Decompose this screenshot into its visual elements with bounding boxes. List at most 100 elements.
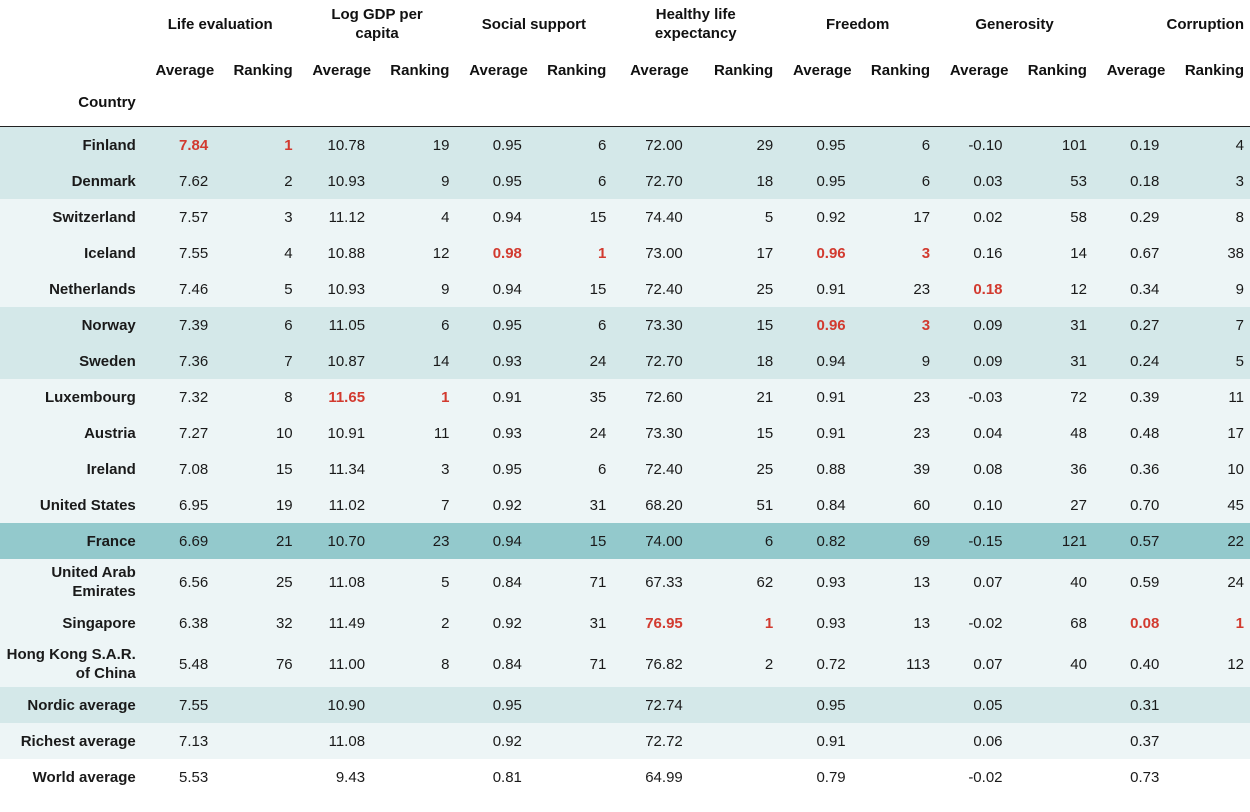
average-cell: 0.81 bbox=[492, 768, 522, 786]
ranking-cell: 58 bbox=[1070, 208, 1087, 226]
table-row: Norway 7.39 6 11.05 6 0.95 6 73.30 15 0.96 3 0.09 31… bbox=[0, 307, 1250, 343]
average-cell: 0.94 bbox=[492, 280, 522, 298]
average-cell: 0.18 bbox=[1130, 172, 1160, 190]
table-row: Denmark 7.62 2 10.93 9 0.95 6 72.70 18 0.95 6 0.03 5… bbox=[0, 163, 1250, 199]
ranking-cell: 4 bbox=[1235, 136, 1244, 154]
happiness-comparison-table: Life evaluation Log GDP per capita Socia… bbox=[0, 0, 1250, 795]
average-cell: 11.12 bbox=[328, 208, 366, 226]
sub-header-ranking: Ranking bbox=[233, 61, 293, 79]
ranking-cell bbox=[377, 759, 455, 795]
average-cell: 0.09 bbox=[973, 352, 1003, 370]
ranking-cell: 25 bbox=[275, 573, 293, 591]
average-cell: 0.91 bbox=[492, 388, 522, 406]
ranking-cell: 8 bbox=[441, 655, 450, 673]
average-cell: 0.91 bbox=[816, 388, 846, 406]
country-name-line: of China bbox=[75, 665, 136, 682]
average-cell: 0.39 bbox=[1130, 388, 1160, 406]
country-name-cell: Denmark bbox=[71, 172, 136, 190]
average-cell: 0.79 bbox=[816, 768, 846, 786]
ranking-cell: 27 bbox=[1070, 496, 1087, 514]
group-header-corruption: Corruption bbox=[1166, 15, 1244, 33]
group-header-healthy-life: Healthy life expectancy bbox=[612, 0, 779, 48]
average-cell: 10.87 bbox=[327, 352, 366, 370]
ranking-cell bbox=[1171, 759, 1250, 795]
average-cell: 11.00 bbox=[328, 655, 366, 673]
group-header-freedom: Freedom bbox=[825, 15, 890, 33]
ranking-cell: 101 bbox=[1061, 136, 1087, 154]
ranking-cell: 8 bbox=[1235, 208, 1244, 226]
average-cell: 76.82 bbox=[645, 655, 683, 673]
ranking-cell: 1 bbox=[284, 136, 293, 154]
table-row: Richest average 7.13 11.08 0.92 72.72 0.91 0.0… bbox=[0, 723, 1250, 759]
average-cell: 72.00 bbox=[645, 136, 683, 154]
ranking-cell bbox=[534, 687, 612, 723]
country-name-cell: Norway bbox=[81, 316, 136, 334]
average-cell: 7.55 bbox=[179, 244, 209, 262]
ranking-cell bbox=[377, 687, 455, 723]
ranking-cell: 3 bbox=[921, 316, 931, 334]
ranking-cell: 24 bbox=[589, 424, 607, 442]
ranking-cell: 6 bbox=[597, 460, 607, 478]
sub-header-ranking: Ranking bbox=[714, 61, 774, 79]
average-cell: 0.10 bbox=[973, 496, 1003, 514]
average-cell: 11.65 bbox=[328, 388, 366, 406]
country-name-cell: France bbox=[86, 532, 136, 550]
group-header-log-gdp: Log GDP per capita bbox=[299, 0, 456, 48]
average-cell: 7.36 bbox=[179, 352, 209, 370]
average-cell: 0.91 bbox=[816, 424, 846, 442]
average-cell: 0.96 bbox=[816, 244, 846, 262]
table-row: Switzerland 7.57 3 11.12 4 0.94 15 74.40 5 0.92 17… bbox=[0, 199, 1250, 235]
ranking-cell: 32 bbox=[275, 614, 293, 632]
ranking-cell: 18 bbox=[756, 172, 774, 190]
ranking-cell: 9 bbox=[1235, 280, 1244, 298]
average-cell: 11.05 bbox=[328, 316, 366, 334]
table-row: Iceland 7.55 4 10.88 12 0.98 1 73.00 17 0.96 3 0.16… bbox=[0, 235, 1250, 271]
group-header-healthy-life-text: Healthy life expectancy bbox=[654, 6, 737, 42]
average-cell: 0.93 bbox=[492, 424, 522, 442]
average-cell: 7.46 bbox=[179, 280, 209, 298]
ranking-cell: 23 bbox=[432, 532, 450, 550]
ranking-cell: 69 bbox=[913, 532, 931, 550]
sub-header-average: Average bbox=[630, 61, 689, 79]
ranking-cell: 23 bbox=[913, 280, 931, 298]
ranking-cell: 5 bbox=[764, 208, 774, 226]
average-cell: 0.48 bbox=[1130, 424, 1160, 442]
average-cell: 72.74 bbox=[645, 696, 683, 714]
average-cell: 0.04 bbox=[973, 424, 1003, 442]
ranking-cell: 5 bbox=[284, 280, 293, 298]
average-cell: 0.82 bbox=[816, 532, 846, 550]
table-row: Singapore 6.38 32 11.49 2 0.92 31 76.95 1 0.93 13 -… bbox=[0, 605, 1250, 641]
ranking-cell: 14 bbox=[1070, 244, 1087, 262]
country-column-header: Country bbox=[78, 94, 136, 111]
group-header-life-evaluation: Life evaluation bbox=[167, 15, 273, 33]
average-cell: 74.00 bbox=[645, 532, 683, 550]
average-cell: 0.91 bbox=[816, 280, 846, 298]
average-cell: 73.30 bbox=[645, 424, 683, 442]
country-name-cell: Switzerland bbox=[52, 208, 136, 226]
ranking-cell: 15 bbox=[275, 460, 293, 478]
ranking-cell bbox=[377, 723, 455, 759]
header-corner bbox=[0, 0, 142, 48]
average-cell: -0.15 bbox=[968, 532, 1003, 550]
ranking-cell: 1 bbox=[441, 388, 450, 406]
ranking-cell: 62 bbox=[756, 573, 774, 591]
ranking-cell: 9 bbox=[441, 172, 450, 190]
group-header-row: Life evaluation Log GDP per capita Socia… bbox=[0, 0, 1250, 48]
average-cell: 0.84 bbox=[816, 496, 846, 514]
average-cell: 0.95 bbox=[492, 316, 522, 334]
average-cell: 10.93 bbox=[327, 280, 366, 298]
sub-header-ranking: Ranking bbox=[547, 61, 607, 79]
ranking-cell: 19 bbox=[275, 496, 293, 514]
average-cell: 0.08 bbox=[973, 460, 1003, 478]
average-cell: 0.34 bbox=[1130, 280, 1160, 298]
ranking-cell: 45 bbox=[1227, 496, 1244, 514]
ranking-cell: 51 bbox=[756, 496, 774, 514]
average-cell: 7.39 bbox=[179, 316, 209, 334]
average-cell: 0.09 bbox=[973, 316, 1003, 334]
table-row: Sweden 7.36 7 10.87 14 0.93 24 72.70 18 0.94 9 0.09… bbox=[0, 343, 1250, 379]
ranking-cell: 10 bbox=[1227, 460, 1244, 478]
ranking-cell: 14 bbox=[432, 352, 450, 370]
ranking-cell: 15 bbox=[589, 532, 607, 550]
ranking-cell: 10 bbox=[275, 424, 293, 442]
average-cell: 0.91 bbox=[816, 732, 846, 750]
